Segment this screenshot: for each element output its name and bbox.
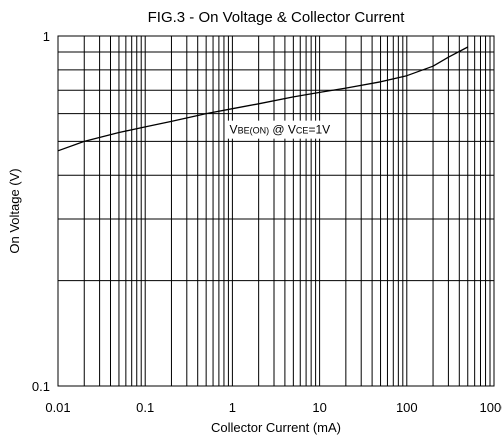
x-axis-label: Collector Current (mA) — [211, 420, 341, 435]
x-tick-label: 1 — [229, 400, 236, 415]
annotation-text-part: @ V — [269, 123, 296, 137]
series-line — [57, 46, 469, 152]
x-tick-label: 0.1 — [136, 400, 154, 415]
chart-title: FIG.3 - On Voltage & Collector Current — [148, 9, 406, 26]
x-tick-label: 0.01 — [45, 400, 70, 415]
annotation-group: VBE(ON) @ VCE=1V — [225, 120, 335, 139]
y-axis-label: On Voltage (V) — [7, 168, 22, 253]
plot-frame — [57, 35, 495, 387]
x-tick-label: 10 — [312, 400, 326, 415]
annotation-text-part: =1V — [308, 123, 330, 137]
x-tick-label: 100 — [396, 400, 418, 415]
series-group — [57, 46, 469, 152]
annotation-background — [225, 120, 335, 139]
grid — [57, 36, 494, 387]
y-tick-label: 1 — [43, 29, 50, 44]
y-tick-label: 0.1 — [32, 379, 50, 394]
annotation-text-part: V — [230, 123, 238, 137]
annotation-subscript: CE — [296, 126, 309, 136]
annotation-label: VBE(ON) @ VCE=1V — [230, 123, 331, 137]
annotation-subscript: BE(ON) — [238, 126, 270, 136]
